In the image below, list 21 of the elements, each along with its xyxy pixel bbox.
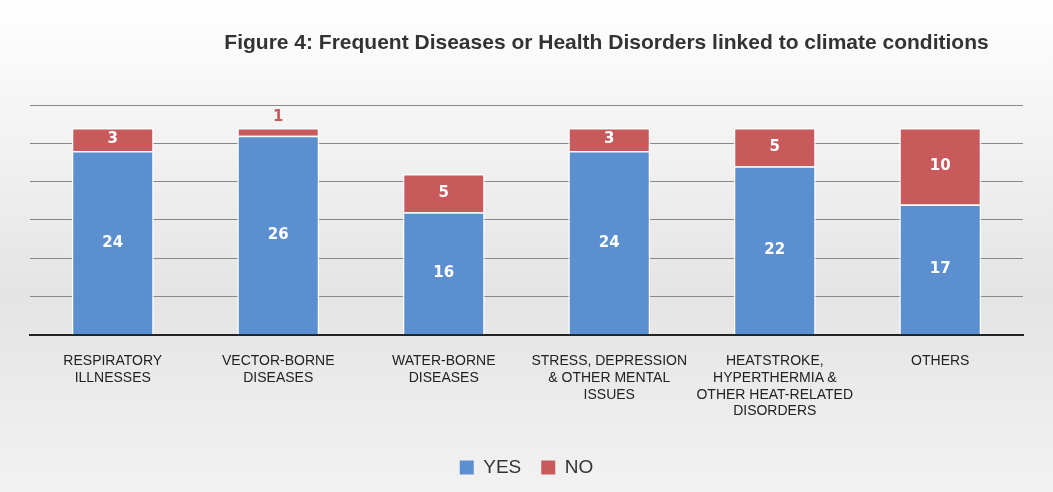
- data-label: 5: [769, 137, 780, 156]
- data-label: 3: [604, 129, 615, 148]
- legend-label: YES: [483, 455, 522, 477]
- data-label: 10: [929, 156, 951, 175]
- data-label: 5: [438, 182, 449, 201]
- data-label: 26: [267, 224, 289, 243]
- x-tick-label: OTHERS: [911, 352, 970, 369]
- data-label: 3: [107, 129, 118, 148]
- data-label: 22: [764, 240, 786, 259]
- x-tick-label: HEATSTROKE, HYPERTHERMIA & OTHER HEAT-RELATED DISORDERS: [696, 352, 854, 419]
- data-label: 24: [598, 232, 620, 251]
- data-label: 1: [273, 106, 284, 125]
- legend-label: NO: [564, 455, 594, 477]
- chart-title: Figure 4: Frequent Diseases or Health Disorders linked to climate conditions: [223, 30, 990, 54]
- data-label: 24: [102, 232, 124, 251]
- x-tick-label: RESPIRATORY ILLNESSES: [63, 352, 163, 385]
- x-tick-label: STRESS, DEPRESSION & OTHER MENTAL ISSUES: [531, 352, 688, 402]
- x-tick-label: VECTOR-BORNE DISEASES: [221, 352, 335, 385]
- data-label: 16: [433, 263, 455, 282]
- data-label: 17: [929, 259, 951, 278]
- x-tick-label: WATER-BORNE DISEASES: [392, 352, 496, 385]
